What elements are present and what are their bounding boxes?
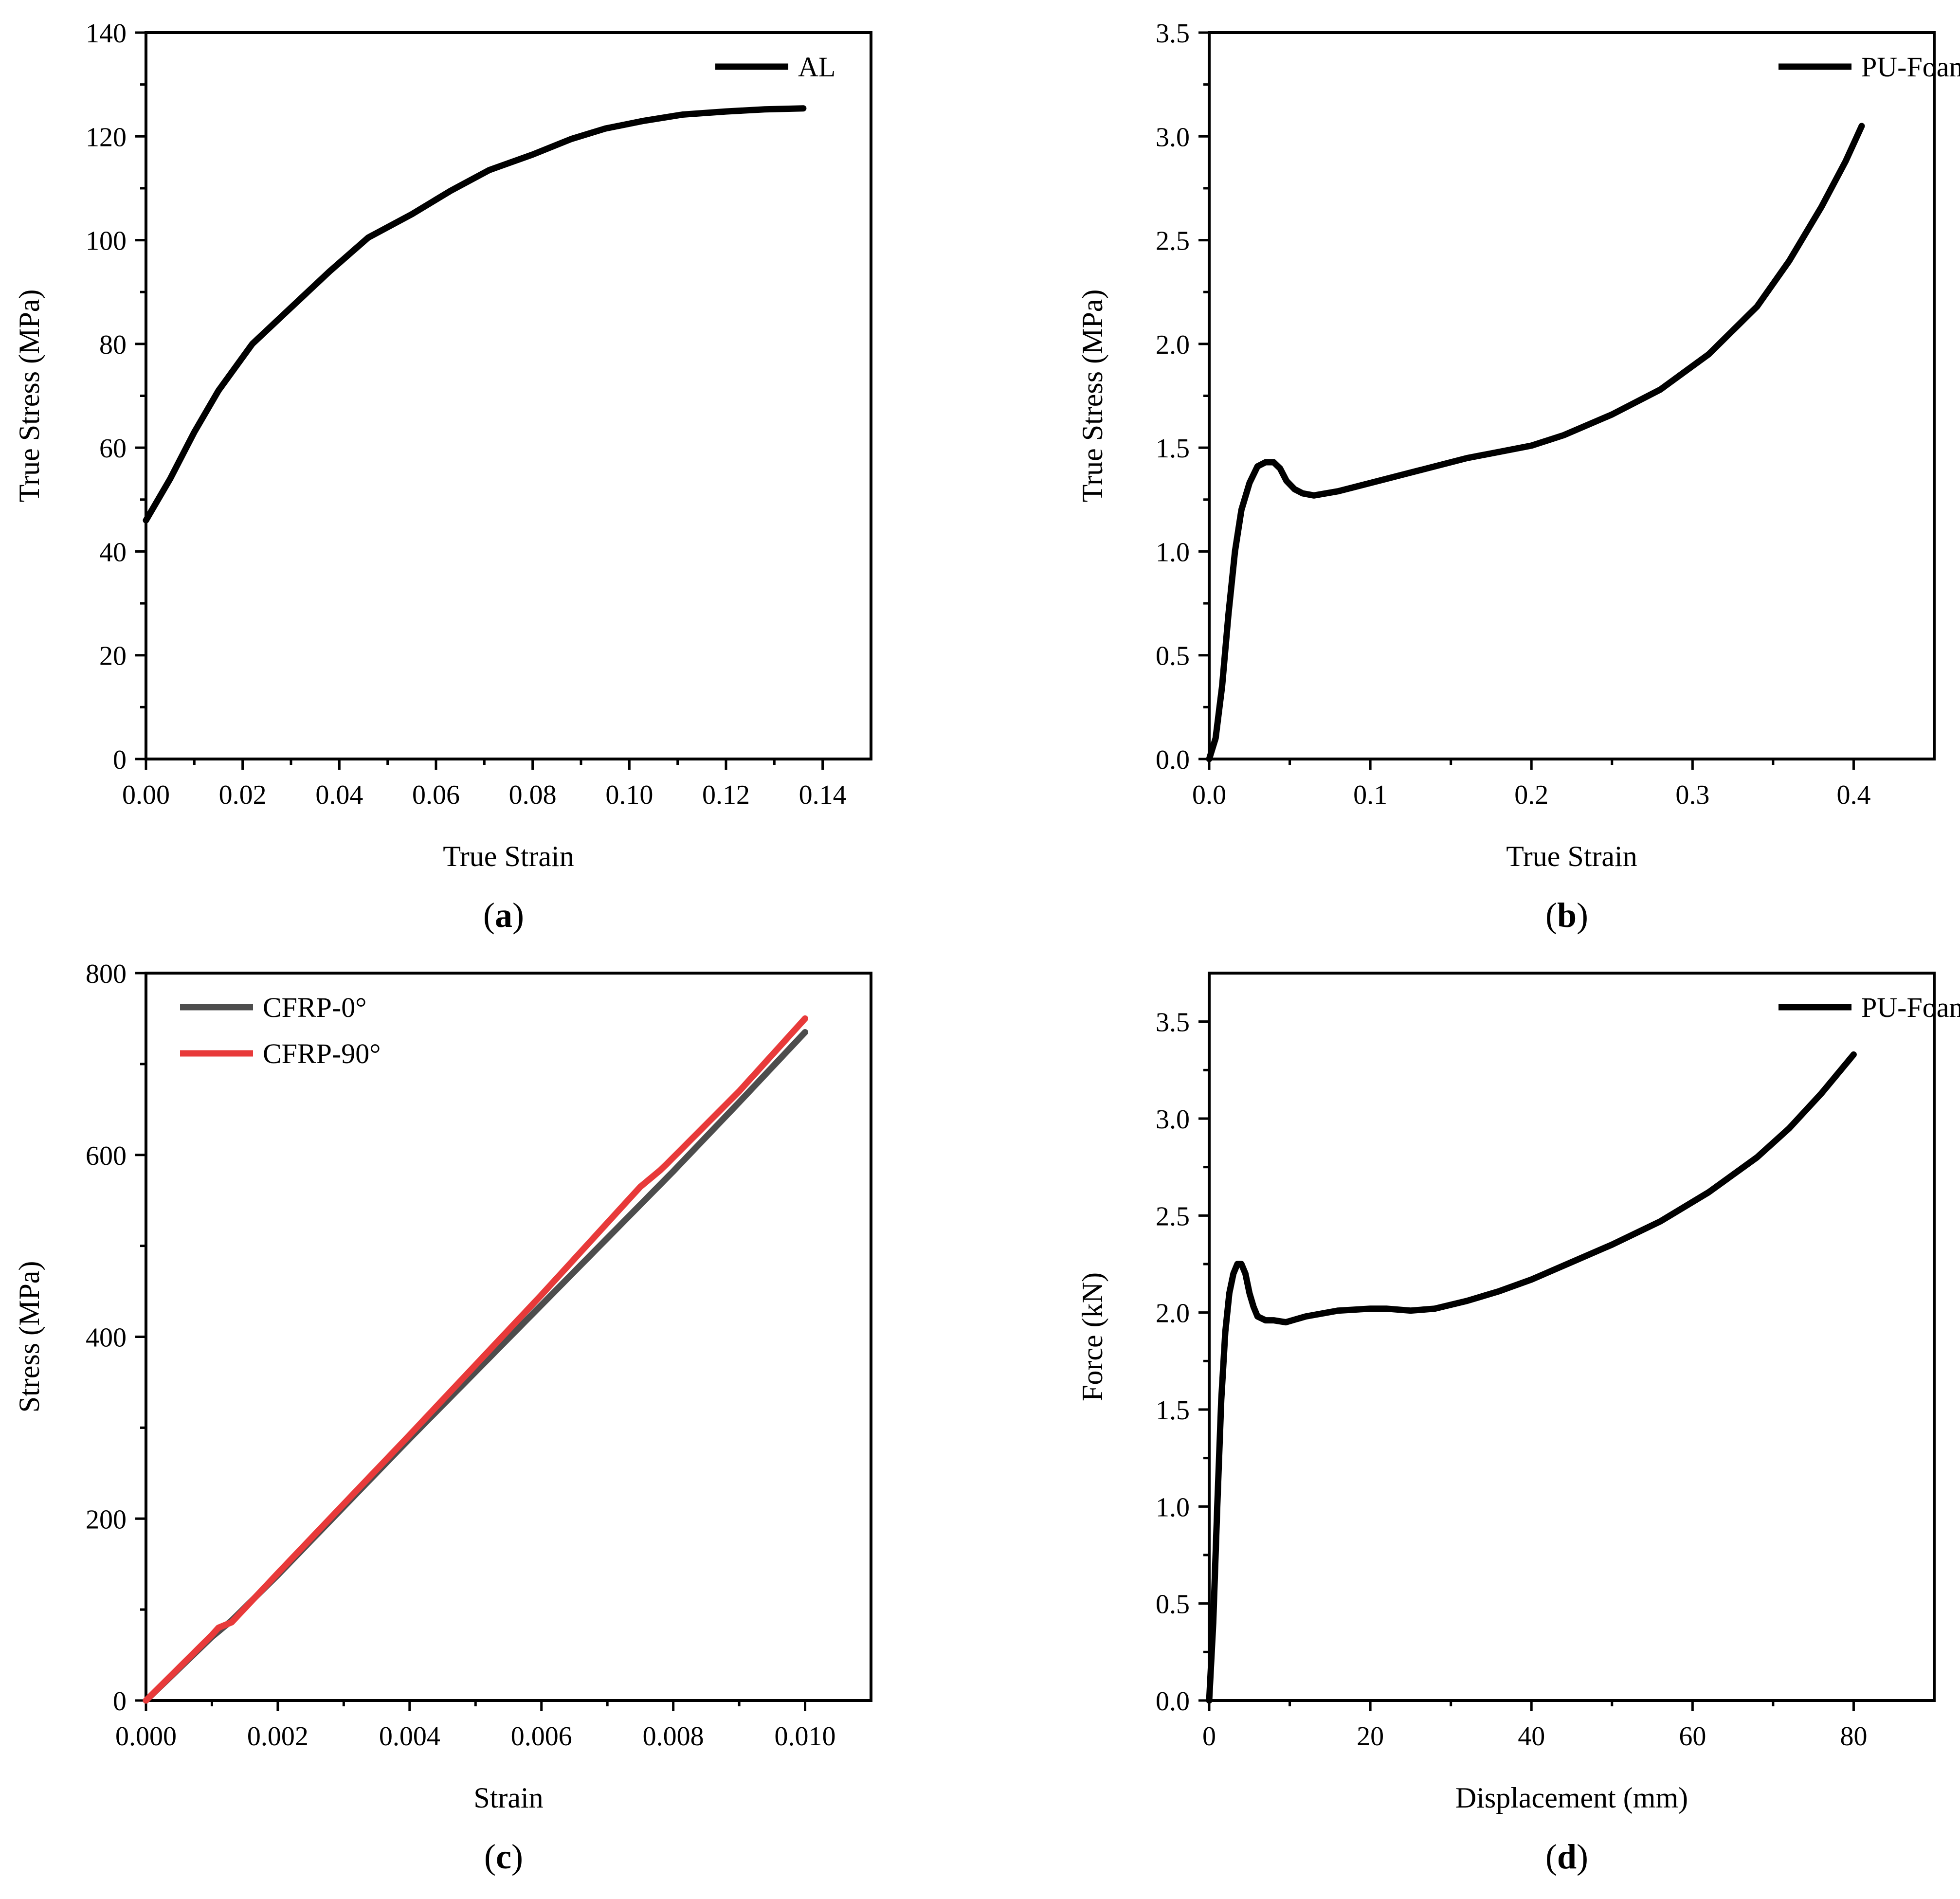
y-tick-label: 60 [99, 434, 127, 464]
x-tick-label: 0.0 [1192, 780, 1226, 810]
legend-label-1: PU-Foam [1861, 51, 1960, 83]
caption-open-paren: ( [1545, 896, 1557, 935]
caption-letter: c [496, 1837, 511, 1876]
legend-label-1: CFRP-0° [263, 992, 366, 1023]
y-tick-label: 3.0 [1156, 1104, 1190, 1135]
x-tick-label: 0.00 [122, 780, 170, 810]
legend-label-1: PU-Foam [1861, 992, 1960, 1023]
y-tick-label: 40 [99, 537, 127, 567]
x-tick-label: 0.02 [219, 780, 267, 810]
chart-panel-b: 0.0 0.1 0.2 0.3 0.4 0.0 0.5 1.0 1.5 2.0 2.5 3.0 3.5 T… [1076, 18, 1960, 935]
x-tick-label: 0.1 [1353, 780, 1387, 810]
y-tick-label: 120 [86, 122, 127, 152]
series-line-1 [1206, 123, 1865, 762]
x-tick-label: 0.3 [1675, 780, 1709, 810]
x-axis-label: Displacement (mm) [1455, 1782, 1688, 1814]
x-tick-label: 0.10 [605, 780, 653, 810]
y-axis-label: True Stress (MPa) [13, 289, 45, 503]
y-tick-label: 0.0 [1156, 745, 1190, 775]
y-axis-label: Stress (MPa) [13, 1261, 45, 1413]
y-tick-label: 200 [86, 1504, 127, 1535]
y-axis-label: True Stress (MPa) [1076, 289, 1108, 503]
y-tick-label: 3.5 [1156, 1008, 1190, 1038]
legend-label-2: CFRP-90° [263, 1038, 381, 1069]
series-line-2 [143, 1015, 808, 1704]
y-tick-label: 800 [86, 959, 127, 989]
y-tick-label: 1.0 [1156, 537, 1190, 567]
x-tick-label: 60 [1679, 1721, 1706, 1752]
legend-label-1: AL [798, 51, 835, 83]
x-tick-label: 40 [1518, 1721, 1545, 1752]
x-tick-label: 20 [1357, 1721, 1384, 1752]
x-tick-label: 80 [1840, 1721, 1867, 1752]
panel-caption: (d) [1545, 1837, 1588, 1876]
y-tick-label: 2.5 [1156, 1201, 1190, 1231]
x-tick-label: 0.000 [115, 1721, 177, 1752]
caption-letter: d [1557, 1837, 1577, 1876]
x-tick-label: 0.4 [1836, 780, 1870, 810]
chart-panel-d: 0 20 40 60 80 0.0 0.5 1.0 1.5 2.0 2.5 3.0 3.5 Displac… [1076, 972, 1960, 1876]
caption-letter: a [495, 896, 512, 935]
x-axis-label: Strain [473, 1782, 543, 1814]
x-tick-label: 0.002 [247, 1721, 309, 1752]
chart-panel-a: 0.00 0.02 0.04 0.06 0.08 0.10 0.12 0.14 0 20 40 60 8… [13, 18, 872, 935]
y-tick-label: 600 [86, 1141, 127, 1171]
x-tick-label: 0.08 [509, 780, 557, 810]
x-tick-label: 0.04 [315, 780, 363, 810]
y-tick-label: 100 [86, 226, 127, 256]
y-tick-label: 20 [99, 641, 127, 671]
y-tick-label: 1.5 [1156, 434, 1190, 464]
y-tick-label: 0.5 [1156, 641, 1190, 671]
x-tick-label: 0.2 [1514, 780, 1548, 810]
y-axis-label: Force (kN) [1076, 1272, 1108, 1401]
caption-close-paren: ) [1577, 896, 1588, 935]
x-tick-label: 0.006 [511, 1721, 572, 1752]
y-tick-label: 2.5 [1156, 226, 1190, 256]
caption-open-paren: ( [484, 1837, 496, 1876]
y-tick-label: 140 [86, 18, 127, 49]
y-tick-label: 0 [113, 1686, 127, 1717]
panel-caption: (b) [1545, 896, 1588, 935]
caption-open-paren: ( [1545, 1837, 1557, 1876]
x-tick-label: 0.004 [379, 1721, 440, 1752]
x-tick-label: 0.12 [702, 780, 750, 810]
caption-close-paren: ) [512, 896, 524, 935]
x-tick-label: 0.008 [643, 1721, 704, 1752]
series-line-1 [143, 105, 807, 524]
y-tick-label: 1.0 [1156, 1492, 1190, 1522]
y-tick-label: 2.0 [1156, 330, 1190, 360]
y-tick-label: 80 [99, 330, 127, 360]
y-tick-label: 3.5 [1156, 18, 1190, 49]
y-tick-label: 0.5 [1156, 1590, 1190, 1620]
y-tick-label: 2.0 [1156, 1299, 1190, 1329]
caption-letter: b [1557, 896, 1577, 935]
caption-open-paren: ( [483, 896, 495, 935]
x-tick-label: 0 [1202, 1721, 1216, 1752]
y-tick-label: 3.0 [1156, 122, 1190, 152]
caption-close-paren: ) [1577, 1837, 1588, 1876]
x-axis-label: True Strain [1506, 840, 1637, 872]
x-tick-label: 0.010 [775, 1721, 836, 1752]
chart-panel-c: 0.000 0.002 0.004 0.006 0.008 0.010 0 200 400 600… [13, 959, 872, 1876]
panel-caption: (c) [484, 1837, 523, 1876]
plot-frame [145, 31, 872, 760]
x-tick-label: 0.06 [412, 780, 460, 810]
panel-caption: (a) [483, 896, 524, 935]
y-tick-label: 400 [86, 1323, 127, 1353]
caption-close-paren: ) [511, 1837, 523, 1876]
y-tick-label: 0 [113, 745, 127, 775]
y-tick-label: 0.0 [1156, 1686, 1190, 1717]
plot-frame [1208, 972, 1936, 1702]
x-tick-label: 0.14 [799, 780, 847, 810]
plot-frame [1208, 31, 1936, 760]
series-line-1 [1206, 1051, 1857, 1704]
y-tick-label: 1.5 [1156, 1395, 1190, 1426]
x-axis-label: True Strain [443, 840, 574, 872]
